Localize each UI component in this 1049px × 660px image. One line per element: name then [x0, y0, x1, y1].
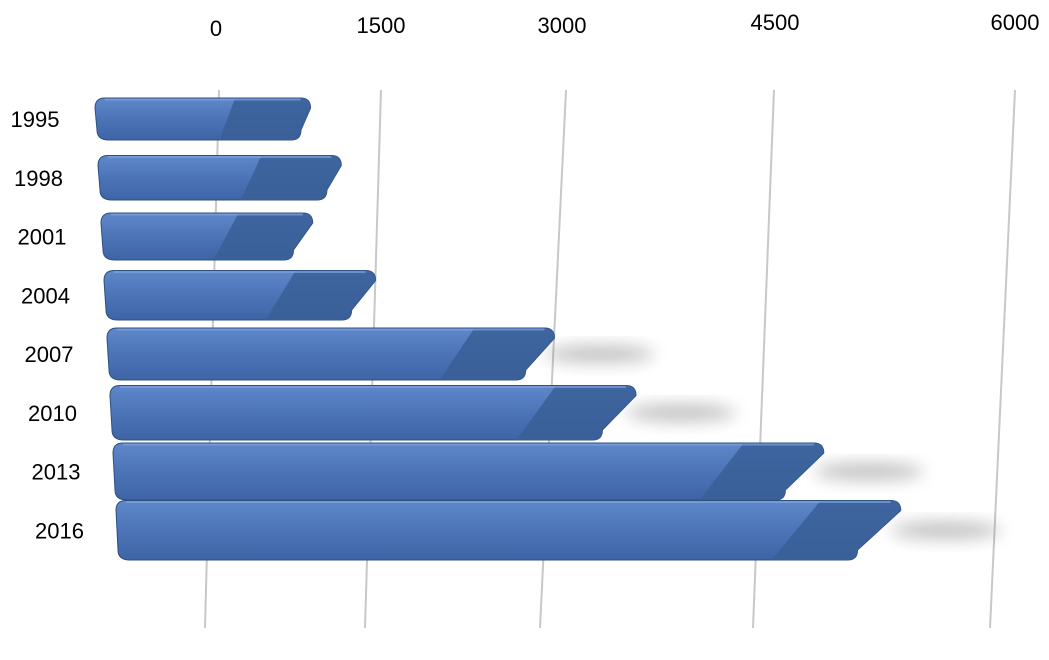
category-label: 1998	[14, 166, 63, 191]
bar-end-cap	[516, 385, 637, 440]
x-tick-label: 4500	[751, 10, 800, 35]
category-label: 2016	[35, 518, 84, 543]
bar-1998	[97, 155, 342, 201]
bar-2004	[103, 270, 377, 321]
category-label: 2013	[32, 460, 81, 485]
bar-shadow	[890, 521, 1001, 540]
bar-1995	[94, 97, 312, 141]
bar-shadow	[813, 462, 924, 481]
y-axis-category-labels: 1995 1998 2001 2004 2007 2010 2013 2016	[11, 107, 84, 543]
bar-end-cap	[265, 270, 376, 320]
bar-2013	[112, 442, 825, 501]
bar-2016	[115, 500, 902, 561]
x-tick-label: 6000	[991, 10, 1040, 35]
bar-end-cap	[240, 155, 342, 200]
category-label: 1995	[11, 107, 60, 132]
bar-end-cap	[439, 328, 555, 380]
bar-end-cap	[771, 500, 901, 560]
category-label: 2010	[28, 401, 77, 426]
gridline	[989, 89, 1016, 629]
category-label: 2004	[21, 283, 70, 308]
bar-2007	[106, 327, 555, 381]
bars	[94, 97, 902, 561]
bar-shadows	[544, 345, 1001, 540]
bar-shadow	[626, 403, 737, 422]
category-label: 2007	[25, 342, 74, 367]
x-tick-label: 1500	[357, 13, 406, 38]
bar-shadow	[544, 345, 655, 363]
x-tick-label: 0	[210, 16, 222, 41]
x-axis-tick-labels: 0 1500 3000 4500 6000	[210, 10, 1040, 41]
bar-2010	[109, 385, 637, 441]
category-label: 2001	[18, 225, 67, 250]
bar-2001	[100, 212, 314, 261]
bar-end-cap	[219, 98, 311, 140]
bar-end-cap	[699, 443, 824, 500]
x-tick-label: 3000	[538, 13, 587, 38]
bar-end-cap	[213, 213, 313, 260]
